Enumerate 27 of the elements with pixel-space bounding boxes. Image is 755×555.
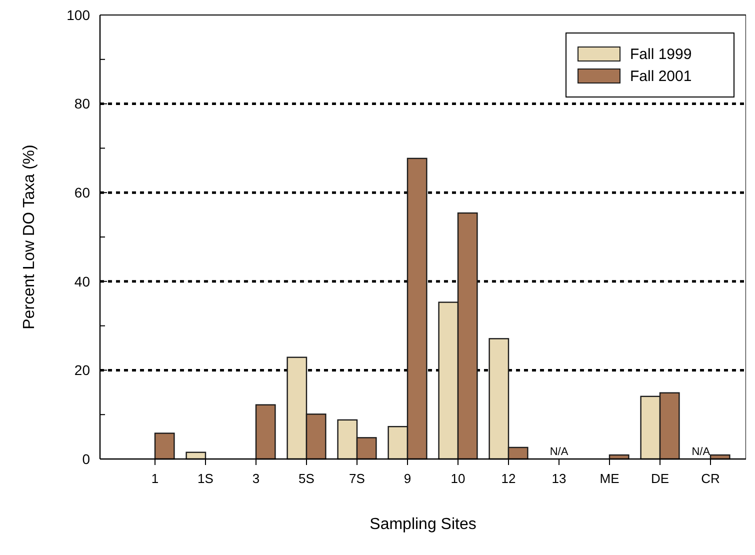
x-tick-label: 10 <box>450 471 466 486</box>
x-tick-label: 7S <box>349 471 366 486</box>
bar <box>154 432 175 460</box>
y-tick-label: 60 <box>74 184 90 200</box>
y-tick-label: 0 <box>82 450 90 467</box>
annotation: N/A <box>692 446 711 458</box>
x-tick-label: 3 <box>252 471 260 486</box>
y-tick-label: 20 <box>74 362 90 378</box>
x-tick-label: ME <box>600 471 620 486</box>
y-axis-title: Percent Low DO Taxa (%) <box>21 144 38 330</box>
y-tick-label: 80 <box>74 96 90 112</box>
bar <box>186 452 206 460</box>
bar <box>255 404 276 460</box>
x-tick-label: 1 <box>151 471 159 486</box>
x-axis-title: Sampling Sites <box>370 516 476 533</box>
x-tick-label: DE <box>650 471 670 486</box>
x-tick-label: 12 <box>501 471 516 486</box>
x-tick-label: 1S <box>198 471 214 486</box>
x-tick-label: 13 <box>552 471 566 486</box>
y-tick-label: 100 <box>66 6 90 23</box>
x-tick-label: 9 <box>404 471 412 486</box>
legend-label: Fall 1999 <box>630 46 692 63</box>
x-tick-label: CR <box>701 471 720 486</box>
annotation: N/A <box>550 446 569 458</box>
x-tick-label: 5S <box>298 471 315 486</box>
legend-label: Fall 2001 <box>630 68 692 85</box>
y-tick-label: 40 <box>74 273 90 290</box>
